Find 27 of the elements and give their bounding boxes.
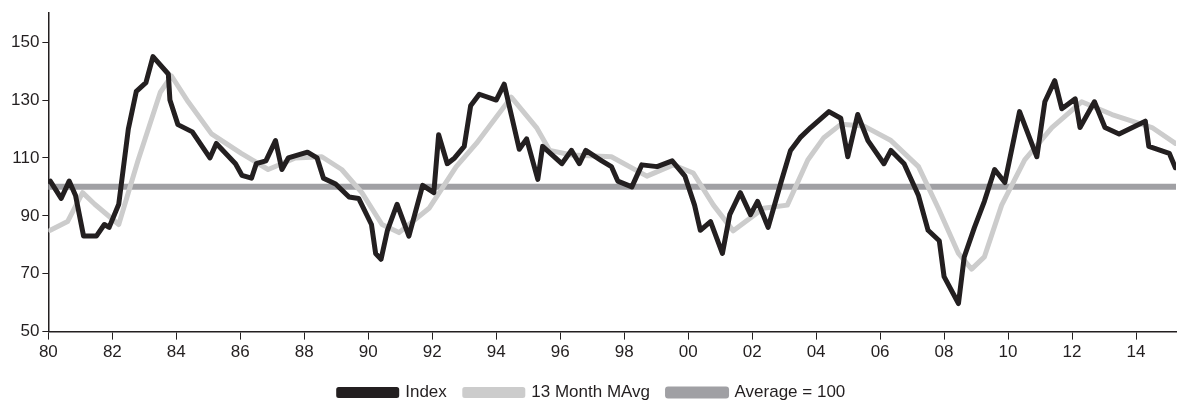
- x-tick-label: 08: [934, 342, 954, 362]
- x-tick-label: 04: [806, 342, 826, 362]
- legend-label: Average = 100: [734, 382, 846, 402]
- x-tick-label: 96: [550, 342, 570, 362]
- y-tick-label: 110: [12, 147, 40, 167]
- x-tick-label: 90: [358, 342, 378, 362]
- y-tick-label: 70: [20, 263, 40, 283]
- x-tick-label: 82: [102, 342, 122, 362]
- y-tick-label: 90: [20, 205, 40, 225]
- legend-label: Index: [405, 382, 448, 402]
- x-tick-label: 14: [1126, 342, 1146, 362]
- x-tick-label: 12: [1062, 342, 1082, 362]
- y-tick-label: 150: [10, 31, 40, 51]
- x-tick-label: 80: [38, 342, 58, 362]
- x-tick-label: 84: [166, 342, 186, 362]
- x-tick-label: 88: [294, 342, 314, 362]
- x-tick-label: 10: [998, 342, 1018, 362]
- y-tick-label: 130: [10, 89, 40, 109]
- x-tick-label: 02: [742, 342, 762, 362]
- x-tick-label: 94: [486, 342, 506, 362]
- x-tick-label: 06: [870, 342, 890, 362]
- legend-label: 13 Month MAvg: [531, 382, 651, 402]
- x-tick-label: 86: [230, 342, 250, 362]
- y-tick-label: 50: [20, 321, 40, 341]
- x-tick-label: 00: [678, 342, 698, 362]
- x-tick-label: 92: [422, 342, 442, 362]
- x-tick-label: 98: [614, 342, 634, 362]
